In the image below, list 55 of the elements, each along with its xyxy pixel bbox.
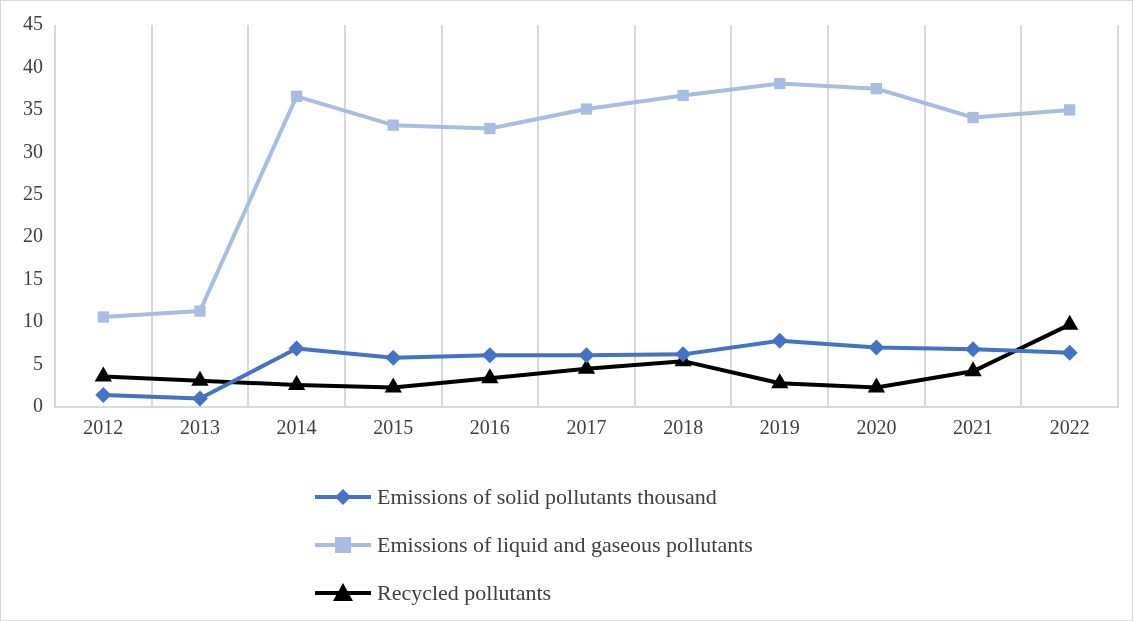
point	[94, 366, 112, 382]
point	[97, 311, 109, 323]
y-tick-label: 20	[23, 224, 43, 247]
point	[771, 332, 788, 349]
y-tick-label: 10	[23, 309, 43, 332]
legend-label: Emissions of solid pollutants thousand	[377, 484, 717, 510]
point	[384, 377, 402, 393]
point	[484, 122, 496, 135]
x-tick-label: 2013	[179, 416, 220, 439]
x-tick-label: 2017	[566, 416, 607, 439]
y-tick-label: 45	[23, 12, 43, 35]
point	[771, 373, 789, 389]
point	[774, 77, 786, 90]
point	[580, 103, 593, 115]
point	[194, 305, 206, 317]
point	[481, 347, 498, 364]
point	[675, 346, 692, 363]
y-tick-label: 40	[23, 54, 43, 77]
point	[677, 89, 689, 102]
x-tick-label: 2015	[373, 416, 414, 439]
x-tick-label: 2018	[663, 416, 704, 439]
y-tick-label: 15	[23, 266, 43, 289]
point	[191, 390, 208, 407]
x-tick-label: 2016	[469, 416, 510, 439]
legend-label: Emissions of liquid and gaseous pollutants	[377, 532, 753, 558]
point	[868, 339, 885, 356]
point	[95, 387, 112, 404]
point	[191, 370, 209, 386]
point	[1061, 314, 1079, 330]
point	[481, 368, 499, 384]
point	[287, 374, 306, 390]
y-tick-label: 30	[23, 139, 43, 162]
y-tick-label: 5	[33, 351, 43, 374]
point	[1064, 104, 1076, 116]
point	[290, 90, 303, 102]
point	[965, 341, 982, 358]
point	[870, 83, 883, 95]
point	[1061, 344, 1078, 361]
x-tick-label: 2019	[759, 416, 800, 439]
x-tick-label: 2021	[953, 416, 994, 439]
y-tick-label: 25	[23, 182, 43, 205]
x-tick-label: 2014	[276, 416, 317, 439]
point	[967, 111, 979, 124]
x-tick-label: 2020	[856, 416, 897, 439]
point	[964, 361, 982, 377]
legend-label: Recycled pollutants	[377, 580, 552, 606]
y-tick-label: 0	[33, 394, 43, 417]
x-tick-label: 2012	[83, 416, 124, 439]
point	[387, 119, 399, 131]
point	[288, 340, 305, 357]
point	[385, 349, 402, 366]
y-tick-label: 35	[23, 97, 43, 120]
point	[578, 347, 595, 364]
point	[867, 377, 886, 393]
x-tick-label: 2022	[1049, 416, 1090, 439]
